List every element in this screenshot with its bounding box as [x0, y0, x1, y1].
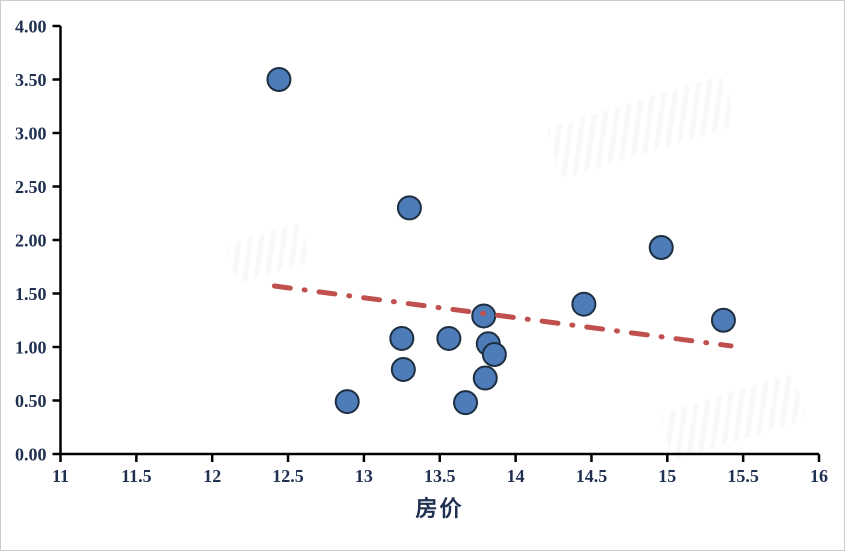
- x-tick-label: 15: [658, 466, 676, 486]
- scatter-point: [471, 303, 497, 329]
- scatter-point: [266, 67, 292, 92]
- y-tick-label: 4.00: [15, 16, 47, 36]
- y-tick-label: 2.50: [15, 177, 47, 197]
- scatter-point: [710, 307, 736, 333]
- x-tick-label: 14: [507, 466, 525, 486]
- scatter-point: [436, 325, 462, 351]
- y-tick-label: 0.00: [15, 444, 47, 464]
- x-tick-label: 13.5: [424, 466, 456, 486]
- x-tick-label: 11: [52, 466, 69, 486]
- scatter-point: [472, 365, 498, 391]
- x-tick-label: 16: [810, 466, 828, 486]
- scatter-point: [453, 390, 479, 416]
- y-tick-label: 1.50: [15, 284, 47, 304]
- y-tick-label: 0.50: [15, 391, 47, 411]
- y-tick-label: 3.50: [15, 70, 47, 90]
- scatter-point: [396, 195, 422, 221]
- trendline: [271, 283, 734, 349]
- y-tick-label: 2.00: [15, 230, 47, 250]
- x-axis-title: 房价: [415, 496, 464, 521]
- scatter-point: [571, 291, 597, 317]
- scatter-point: [390, 356, 416, 382]
- x-tick-label: 14.5: [576, 466, 608, 486]
- y-tick-label: 1.00: [15, 337, 47, 357]
- x-tick-label: 11.5: [121, 466, 152, 486]
- scatter-point: [334, 389, 360, 415]
- x-tick-label: 12: [203, 466, 221, 486]
- y-tick-label: 3.00: [15, 123, 47, 143]
- x-tick-label: 15.5: [727, 466, 759, 486]
- x-tick-label: 12.5: [272, 466, 304, 486]
- x-tick-label: 13: [355, 466, 373, 486]
- scatter-point: [648, 234, 674, 260]
- scatter-point: [389, 325, 415, 351]
- scatter-point: [481, 341, 507, 367]
